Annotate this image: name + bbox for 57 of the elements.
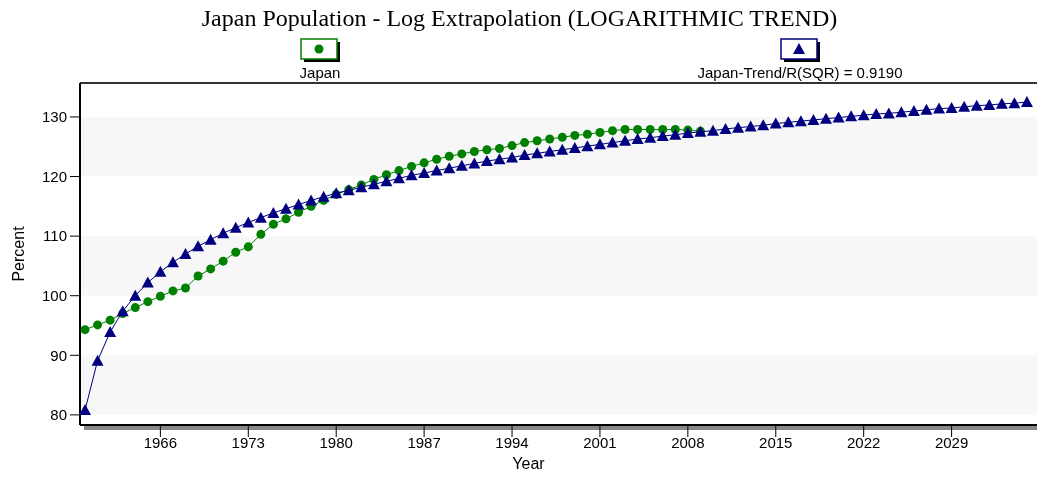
point xyxy=(545,134,555,144)
x-tick-label: 1987 xyxy=(407,434,441,451)
y-tick-label: 130 xyxy=(41,108,67,126)
x-tick-label: 2001 xyxy=(583,434,617,451)
point xyxy=(469,147,479,157)
point xyxy=(168,286,178,296)
x-tick-label: 2008 xyxy=(671,434,705,451)
point xyxy=(407,161,417,171)
x-tick-label: 2029 xyxy=(934,434,969,451)
point xyxy=(80,325,90,335)
x-tick-label: 2022 xyxy=(847,434,881,451)
y-tick-label: 80 xyxy=(50,406,67,424)
y-axis-title: Percent xyxy=(10,225,27,282)
point xyxy=(268,219,278,229)
point xyxy=(105,315,115,325)
point xyxy=(243,242,253,252)
point xyxy=(231,247,241,257)
point xyxy=(218,256,228,266)
point xyxy=(193,271,203,281)
x-tick-label: 1966 xyxy=(143,434,178,451)
point xyxy=(155,291,165,301)
x-tick-label: 1980 xyxy=(319,434,353,451)
point xyxy=(608,126,617,136)
point xyxy=(457,149,467,159)
point xyxy=(143,297,153,307)
point xyxy=(181,283,190,293)
x-tick-label: 1994 xyxy=(495,434,529,451)
y-tick-label: 120 xyxy=(41,167,67,185)
x-axis-title: Year xyxy=(512,455,546,472)
point xyxy=(620,124,630,134)
point xyxy=(532,136,542,146)
point xyxy=(206,264,216,274)
point xyxy=(256,229,266,239)
x-tick-label: 2015 xyxy=(759,434,793,451)
point xyxy=(482,145,492,155)
point xyxy=(444,151,454,161)
point xyxy=(507,141,517,151)
y-tick-label: 90 xyxy=(50,346,67,364)
point xyxy=(582,129,592,139)
point xyxy=(520,138,530,148)
point xyxy=(633,124,643,134)
point xyxy=(570,130,580,140)
point xyxy=(432,154,442,164)
point xyxy=(281,214,291,224)
point xyxy=(130,303,140,313)
y-tick-label: 100 xyxy=(41,286,67,304)
point xyxy=(557,132,567,142)
point xyxy=(645,124,655,134)
y-tick-label: 110 xyxy=(43,227,67,245)
x-tick-label: 1973 xyxy=(231,434,265,451)
chart-title: Japan Population - Log Extrapolation (LOGARITHMIC TREND) xyxy=(201,5,838,31)
point xyxy=(494,144,504,154)
legend-label: Japan-Trend/R(SQR) = 0.9190 xyxy=(697,64,903,81)
point xyxy=(419,158,429,168)
legend-label: Japan xyxy=(299,64,341,81)
point xyxy=(93,320,103,330)
point xyxy=(595,127,605,137)
